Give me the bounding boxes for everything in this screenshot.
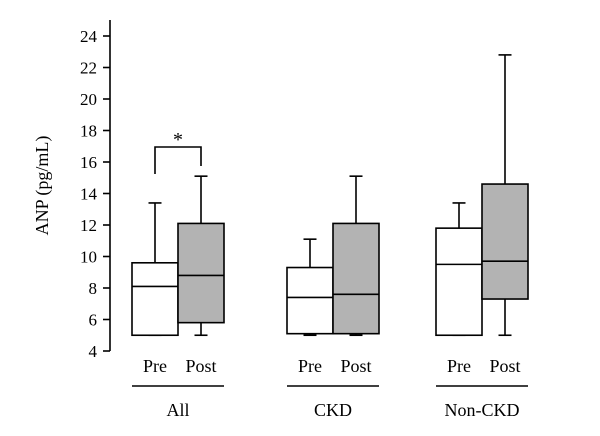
box-ckd-post	[332, 175, 380, 337]
box-ckd-pre	[286, 238, 334, 337]
box-iqr	[332, 222, 380, 335]
box-group-non-ckd: Pre Post Non-CKD	[435, 54, 529, 420]
y-tick-label: 24	[80, 27, 98, 46]
y-tick-label: 4	[89, 342, 98, 361]
category-label: Post	[489, 356, 520, 376]
box-iqr	[286, 266, 334, 335]
box-group-ckd: Pre Post CKD	[286, 175, 380, 420]
box-iqr	[481, 183, 529, 300]
y-axis-label: ANP (pg/mL)	[32, 136, 53, 236]
box-all-post	[177, 175, 225, 337]
group-label: Non-CKD	[445, 400, 520, 420]
box-all-pre	[131, 202, 179, 337]
y-tick-label: 8	[89, 279, 98, 298]
group-label: CKD	[314, 400, 352, 420]
plot-area: Pre Post All * Pre Post CKD Pre Post Non-CKD	[131, 54, 529, 420]
significance-marker: *	[173, 129, 183, 151]
y-axis: 4 6 8 10 12 14 16 18 20 22 24	[80, 20, 111, 361]
box-non-ckd-post	[481, 54, 529, 337]
box-non-ckd-pre	[435, 202, 483, 337]
box-iqr	[435, 227, 483, 337]
box-iqr	[131, 261, 179, 337]
category-label: Pre	[298, 356, 322, 376]
y-tick-label: 20	[80, 90, 97, 109]
category-label: Post	[340, 356, 371, 376]
y-tick-label: 14	[80, 185, 98, 204]
significance-bracket	[154, 146, 202, 174]
y-tick-label: 6	[89, 311, 98, 330]
category-label: Pre	[143, 356, 167, 376]
group-label: All	[166, 400, 189, 420]
y-tick-label: 16	[80, 153, 97, 172]
y-tick-label: 22	[80, 59, 97, 78]
y-tick-label: 18	[80, 122, 97, 141]
y-tick-label: 10	[80, 248, 97, 267]
category-label: Pre	[447, 356, 471, 376]
y-tick-label: 12	[80, 216, 97, 235]
box-group-all: Pre Post All *	[131, 129, 225, 420]
category-label: Post	[185, 356, 216, 376]
box-iqr	[177, 222, 225, 324]
